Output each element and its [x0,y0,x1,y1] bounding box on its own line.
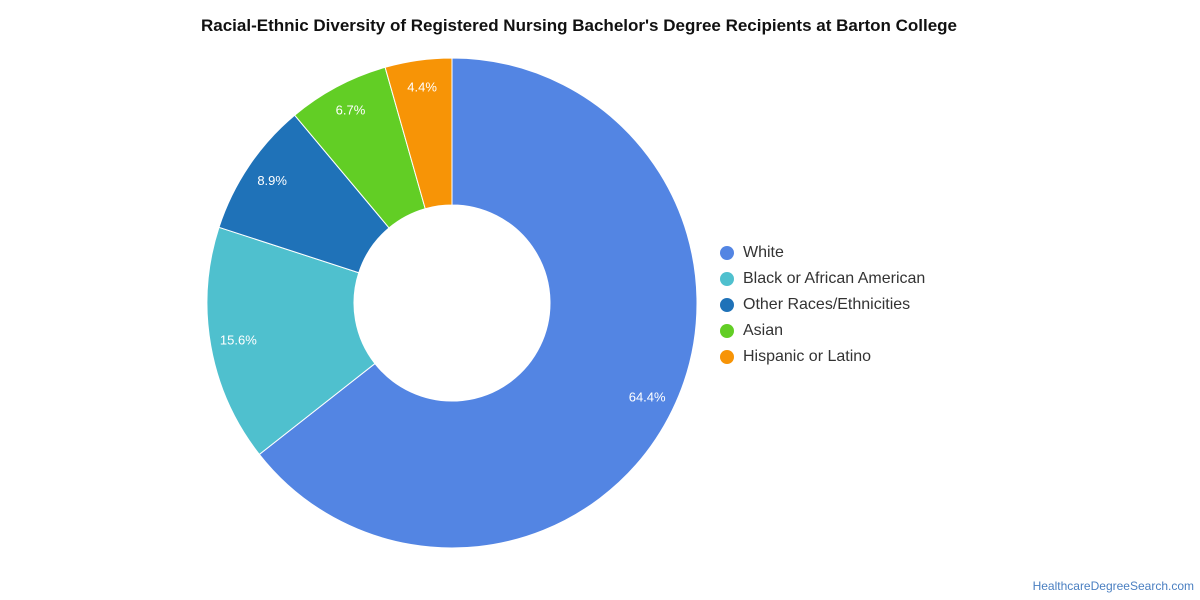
legend-label: Black or African American [743,270,926,287]
chart-title: Racial-Ethnic Diversity of Registered Nu… [200,16,958,35]
slice-black-or-african-american[interactable] [206,226,376,456]
data-label-black-or-african-american: 15.6% [220,332,257,347]
legend-label: Hispanic or Latino [743,348,872,365]
data-label-hispanic-or-latino: 4.4% [407,80,437,95]
slice-white[interactable] [258,57,698,549]
data-label-white: 64.4% [629,389,666,404]
legend-label: White [743,244,784,261]
legend-swatch [720,272,734,286]
legend-swatch [720,324,734,338]
source-link[interactable]: HealthcareDegreeSearch.com [1032,579,1194,593]
slice-hispanic-or-latino[interactable] [384,57,453,210]
legend-item-asian[interactable]: Asian [720,318,925,344]
legend-item-other-races-ethnicities[interactable]: Other Races/Ethnicities [720,292,925,318]
legend: White Black or African American Other Race… [720,240,925,370]
legend-label: Other Races/Ethnicities [743,296,911,313]
legend-label: Asian [743,322,784,339]
legend-swatch [720,246,734,260]
legend-item-white[interactable]: White [720,240,925,266]
legend-item-black-or-african-american[interactable]: Black or African American [720,266,925,292]
legend-swatch [720,350,734,364]
data-label-asian: 6.7% [336,103,366,118]
legend-item-hispanic-or-latino[interactable]: Hispanic or Latino [720,344,925,370]
data-label-other-races-ethnicities: 8.9% [257,173,287,188]
legend-swatch [720,298,734,312]
